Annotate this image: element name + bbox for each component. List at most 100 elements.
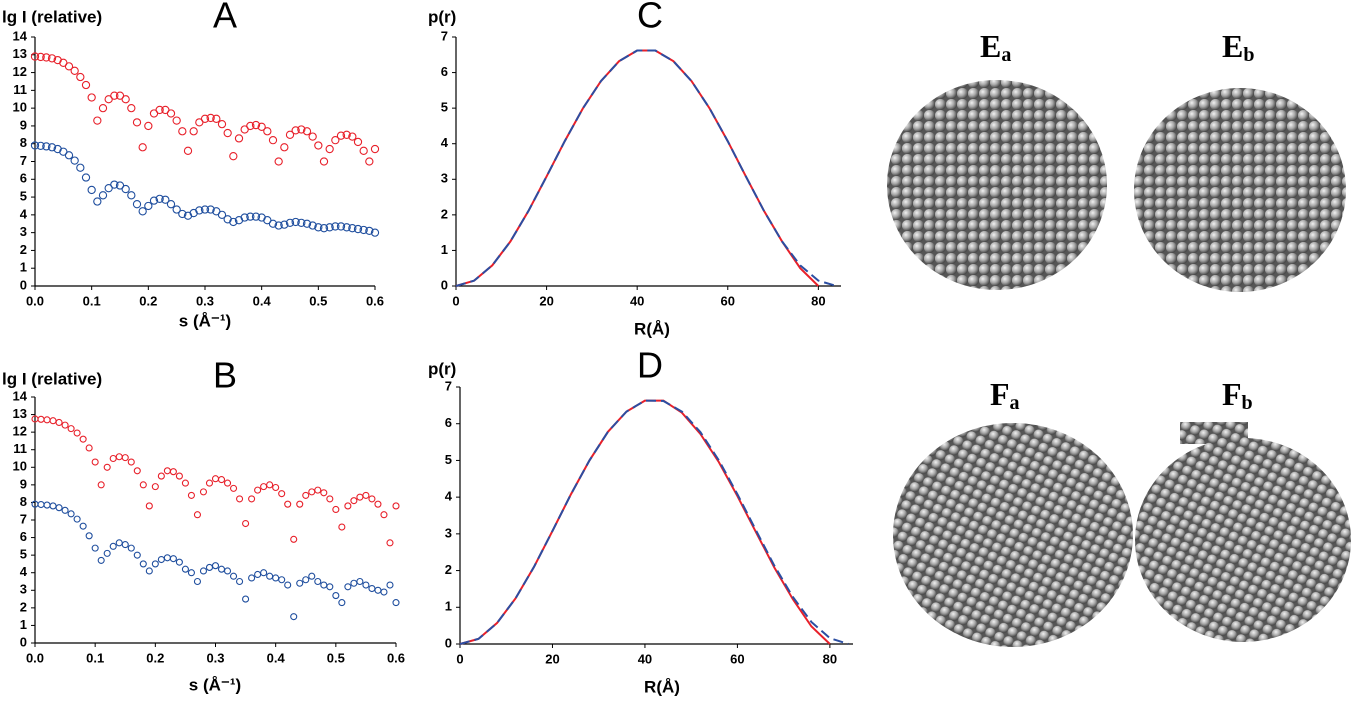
y-tick-label: 11 <box>13 441 27 456</box>
data-point <box>326 495 334 503</box>
data-point <box>76 72 85 82</box>
data-point <box>30 52 40 61</box>
model-fa: Fa <box>893 376 1133 647</box>
data-point <box>217 120 227 129</box>
data-point <box>319 157 329 166</box>
model-eb: Eb <box>1134 28 1346 292</box>
data-point <box>110 91 119 100</box>
data-point <box>172 205 181 214</box>
data-point <box>163 467 171 475</box>
data-point <box>43 416 51 424</box>
data-point <box>223 479 232 487</box>
x-tick-label: 0.1 <box>83 293 101 308</box>
data-point <box>268 219 278 228</box>
data-point <box>109 542 117 550</box>
x-tick-label: 80 <box>811 293 825 308</box>
x-tick-label: 0.3 <box>206 650 224 665</box>
data-point <box>320 489 328 497</box>
model-ea: Ea <box>887 28 1107 290</box>
data-point <box>127 191 136 200</box>
data-point <box>211 562 220 570</box>
data-point <box>380 511 388 519</box>
data-point <box>374 586 382 594</box>
data-point <box>61 506 69 514</box>
data-point <box>308 221 317 230</box>
y-axis-label: p(r) <box>428 7 456 26</box>
y-tick-label: 14 <box>13 28 28 43</box>
data-point <box>296 500 304 508</box>
data-point <box>200 114 210 123</box>
data-point <box>240 213 249 222</box>
data-point <box>280 220 289 229</box>
data-point <box>268 136 278 145</box>
y-tick-label: 10 <box>13 459 27 474</box>
line-series <box>459 399 831 645</box>
data-point <box>79 435 87 443</box>
y-axis-label: lg I (relative) <box>2 7 102 26</box>
y-tick-label: 3 <box>20 224 27 239</box>
data-point <box>115 453 123 461</box>
y-tick-label: 6 <box>441 64 448 79</box>
data-point <box>64 151 74 160</box>
data-point <box>284 500 292 508</box>
data-point <box>55 418 63 427</box>
model-label: Fa <box>990 376 1020 413</box>
x-tick-label: 80 <box>823 651 837 666</box>
y-tick-label: 7 <box>20 153 27 168</box>
y-tick-label: 2 <box>441 206 448 221</box>
y-tick-label: 6 <box>20 171 27 186</box>
y-tick-label: 0 <box>20 277 27 292</box>
data-point <box>175 472 183 480</box>
data-point <box>144 121 153 131</box>
data-point <box>145 502 153 510</box>
data-point <box>181 565 189 573</box>
data-point <box>199 488 208 496</box>
line-series <box>455 49 820 287</box>
y-tick-label: 7 <box>20 511 27 526</box>
data-point <box>254 570 262 579</box>
data-point <box>236 495 244 503</box>
data-point <box>127 458 135 466</box>
data-point <box>93 197 102 206</box>
data-point <box>47 143 57 152</box>
data-point <box>314 141 323 150</box>
data-point <box>332 505 340 514</box>
y-tick-label: 0 <box>445 635 452 650</box>
data-point <box>278 490 286 498</box>
data-point <box>359 146 368 155</box>
data-point <box>187 491 195 499</box>
data-point <box>236 577 244 586</box>
data-point <box>133 551 141 559</box>
y-tick-label: 6 <box>20 529 27 544</box>
data-point <box>285 130 295 139</box>
data-point <box>344 502 352 510</box>
y-tick-label: 2 <box>445 562 452 577</box>
data-point <box>37 415 45 423</box>
y-tick-label: 8 <box>20 494 27 509</box>
data-point <box>205 479 214 487</box>
data-point <box>386 539 394 547</box>
y-tick-label: 1 <box>20 617 27 632</box>
data-point <box>85 532 93 540</box>
data-point <box>55 504 63 512</box>
data-point <box>297 218 306 228</box>
data-point <box>155 105 164 115</box>
x-tick-label: 40 <box>638 651 652 666</box>
y-tick-label: 12 <box>13 424 27 439</box>
data-point <box>336 131 346 140</box>
data-point <box>109 454 117 463</box>
data-point <box>115 539 123 547</box>
data-point <box>314 486 322 494</box>
y-tick-label: 4 <box>20 564 28 579</box>
data-point <box>370 228 380 237</box>
data-point <box>166 200 176 209</box>
data-point <box>260 483 268 491</box>
data-point <box>127 544 135 552</box>
data-point <box>133 467 141 475</box>
data-point <box>230 484 238 492</box>
model-label: Fb <box>1222 376 1253 413</box>
data-point <box>246 121 255 131</box>
data-point <box>344 583 352 591</box>
y-tick-label: 5 <box>20 547 27 562</box>
